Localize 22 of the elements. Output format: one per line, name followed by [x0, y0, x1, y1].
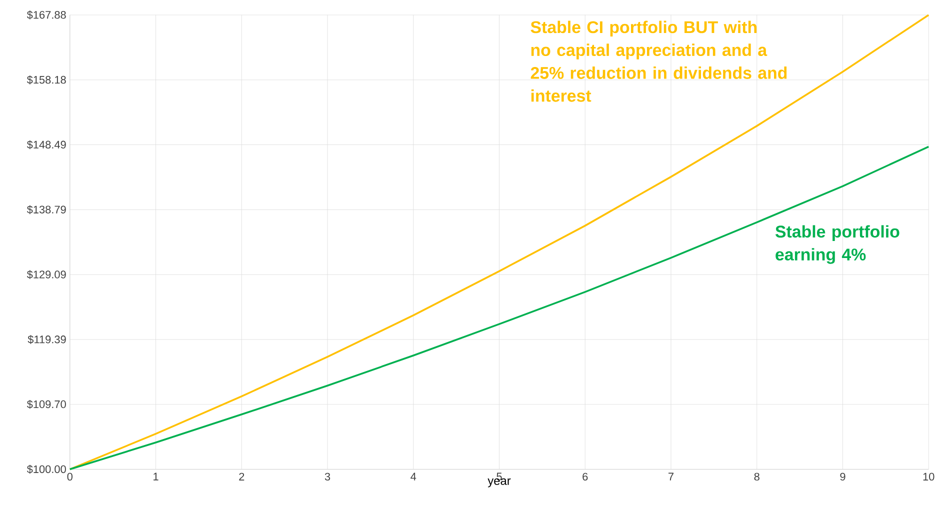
- x-tick-label: 0: [67, 472, 72, 480]
- x-tick-label: 4: [410, 472, 416, 480]
- x-tick-label: 7: [668, 472, 674, 480]
- x-tick-label: 10: [923, 472, 934, 480]
- x-tick-label: 9: [840, 472, 846, 480]
- line-series: [69, 14, 930, 470]
- y-tick-label: $100.00: [26, 464, 66, 474]
- y-tick-label: $129.09: [26, 270, 66, 279]
- y-tick-label: $148.49: [26, 140, 66, 150]
- series-label: Stable CI portfolio BUT with no capital appreciation and a 25% reduction in dividends and interest: [530, 20, 787, 102]
- series-label: Stable portfolio earning 4%: [775, 225, 900, 264]
- y-tick-label: $167.88: [26, 10, 66, 20]
- x-tick-label: 3: [324, 472, 330, 480]
- x-tick-label: 2: [239, 472, 244, 480]
- y-tick-label: $158.18: [26, 75, 66, 84]
- x-axis-title: year: [488, 478, 511, 488]
- y-tick-label: $138.79: [26, 205, 66, 214]
- y-tick-label: $109.70: [26, 400, 66, 409]
- x-tick-label: 1: [154, 472, 158, 480]
- y-tick-label: $119.39: [28, 334, 66, 344]
- x-tick-label: 8: [754, 472, 760, 480]
- x-tick-label: 6: [582, 472, 588, 480]
